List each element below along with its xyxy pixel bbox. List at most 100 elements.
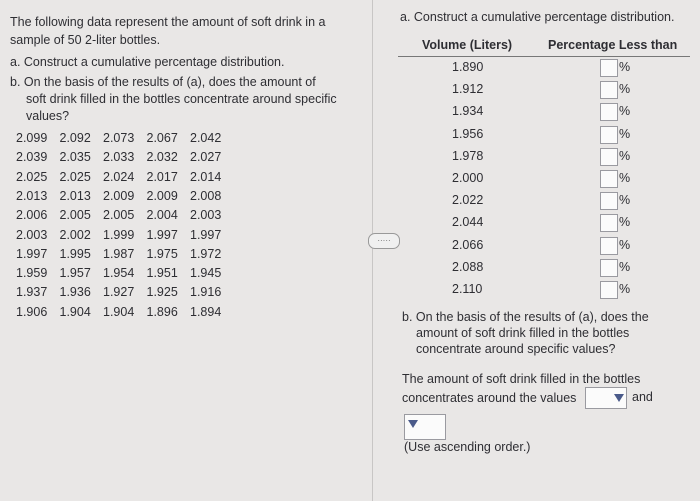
volume: 2.066 [452, 237, 484, 252]
part-b-text: soft drink filled in the bottles concent… [26, 92, 337, 106]
data-value: 2.039 [16, 150, 48, 165]
part-a-title: a. Construct a cumulative percentage dis… [400, 10, 675, 24]
unit: % [619, 126, 631, 141]
part-b-text: amount of soft drink filled in the bottl… [416, 326, 630, 340]
data-value: 2.025 [16, 169, 48, 184]
part-b-text: concentrate around specific values? [416, 342, 616, 356]
volume: 2.000 [452, 171, 484, 185]
data-value: 2.013 [59, 188, 91, 203]
data-value: 2.009 [146, 188, 178, 203]
data-value: 1.945 [190, 266, 222, 281]
data-value: 1.904 [103, 304, 135, 319]
data-value: 1.894 [190, 304, 222, 319]
data-value: 2.073 [103, 131, 135, 145]
percent-input[interactable] [600, 192, 618, 211]
data-value: 2.006 [16, 208, 48, 223]
data-value: 2.002 [59, 227, 91, 242]
data-value: 1.959 [16, 266, 48, 281]
data-value: 2.013 [16, 188, 48, 203]
data-value: 2.032 [146, 150, 178, 165]
data-value: 1.951 [146, 266, 178, 281]
data-value: 2.003 [190, 208, 222, 223]
volume: 1.890 [452, 60, 484, 74]
percent-input[interactable] [600, 170, 618, 188]
data-value: 2.009 [103, 188, 135, 203]
data-value: 1.999 [103, 227, 135, 242]
answer-sentence: The amount of soft drink filled in the b… [402, 372, 641, 386]
part-b-text: values? [26, 109, 70, 123]
data-value: 1.997 [16, 246, 48, 261]
data-value: 1.972 [190, 246, 222, 261]
part-b-text: b. On the basis of the results of (a), d… [402, 310, 649, 324]
column-header: Volume (Liters) [422, 38, 513, 52]
part-a-text: a. Construct a cumulative percentage dis… [10, 55, 285, 69]
unit: % [619, 171, 631, 185]
percent-input[interactable] [600, 258, 618, 277]
percent-input[interactable] [600, 147, 618, 166]
data-value: 2.035 [59, 150, 91, 165]
data-value: 2.005 [59, 208, 91, 223]
volume: 2.110 [452, 282, 483, 296]
unit: % [619, 148, 631, 163]
volume: 1.934 [452, 104, 484, 119]
data-value: 1.916 [190, 285, 222, 300]
data-value: 1.954 [103, 266, 135, 281]
data-value: 2.067 [146, 131, 178, 145]
unit: % [619, 60, 631, 74]
data-value: 2.008 [190, 188, 222, 203]
volume: 2.088 [452, 259, 484, 274]
percent-input[interactable] [600, 81, 618, 100]
data-value: 1.906 [16, 304, 48, 319]
pane-handle[interactable]: ····· [368, 233, 400, 249]
conjunction: and [632, 390, 653, 404]
percent-input[interactable] [600, 103, 618, 122]
data-value: 1.936 [59, 285, 91, 300]
volume: 1.978 [452, 148, 484, 163]
hint: (Use ascending order.) [404, 440, 531, 454]
percent-input[interactable] [600, 59, 618, 77]
volume: 1.956 [452, 126, 484, 141]
percent-input[interactable] [600, 236, 618, 255]
data-value: 2.017 [146, 169, 178, 184]
data-value: 2.024 [103, 169, 135, 184]
data-value: 1.927 [103, 285, 135, 300]
percent-input[interactable] [600, 281, 618, 299]
intro-text: sample of 50 2-liter bottles. [10, 33, 161, 47]
intro-text: The following data represent the amount … [10, 15, 326, 29]
data-value: 2.042 [190, 131, 222, 145]
unit: % [619, 282, 631, 296]
data-value: 2.003 [16, 227, 48, 242]
unit: % [619, 215, 631, 230]
data-value: 1.937 [16, 285, 48, 300]
dropdown[interactable] [585, 387, 627, 409]
percent-input[interactable] [600, 214, 618, 233]
data-value: 1.896 [146, 304, 178, 319]
dropdown[interactable] [404, 414, 446, 440]
unit: % [619, 193, 631, 208]
unit: % [619, 82, 631, 97]
divider [372, 0, 373, 501]
unit: % [619, 237, 631, 252]
data-value: 1.904 [59, 304, 91, 319]
data-value: 2.033 [103, 150, 135, 165]
volume: 1.912 [452, 82, 484, 97]
data-value: 1.997 [190, 227, 222, 242]
data-value: 1.997 [146, 227, 178, 242]
part-b-text: b. On the basis of the results of (a), d… [10, 75, 316, 89]
data-value: 1.925 [146, 285, 178, 300]
data-value: 2.092 [59, 131, 91, 145]
data-value: 1.995 [59, 246, 91, 261]
unit: % [619, 104, 631, 119]
data-value: 1.987 [103, 246, 135, 261]
data-value: 2.014 [190, 169, 222, 184]
header-rule [398, 56, 690, 57]
data-value: 2.027 [190, 150, 222, 165]
volume: 2.044 [452, 215, 484, 230]
data-value: 2.005 [103, 208, 135, 223]
percent-input[interactable] [600, 125, 618, 144]
unit: % [619, 259, 631, 274]
data-value: 1.975 [146, 246, 178, 261]
answer-sentence: concentrates around the values [402, 391, 577, 405]
data-value: 1.957 [59, 266, 91, 281]
